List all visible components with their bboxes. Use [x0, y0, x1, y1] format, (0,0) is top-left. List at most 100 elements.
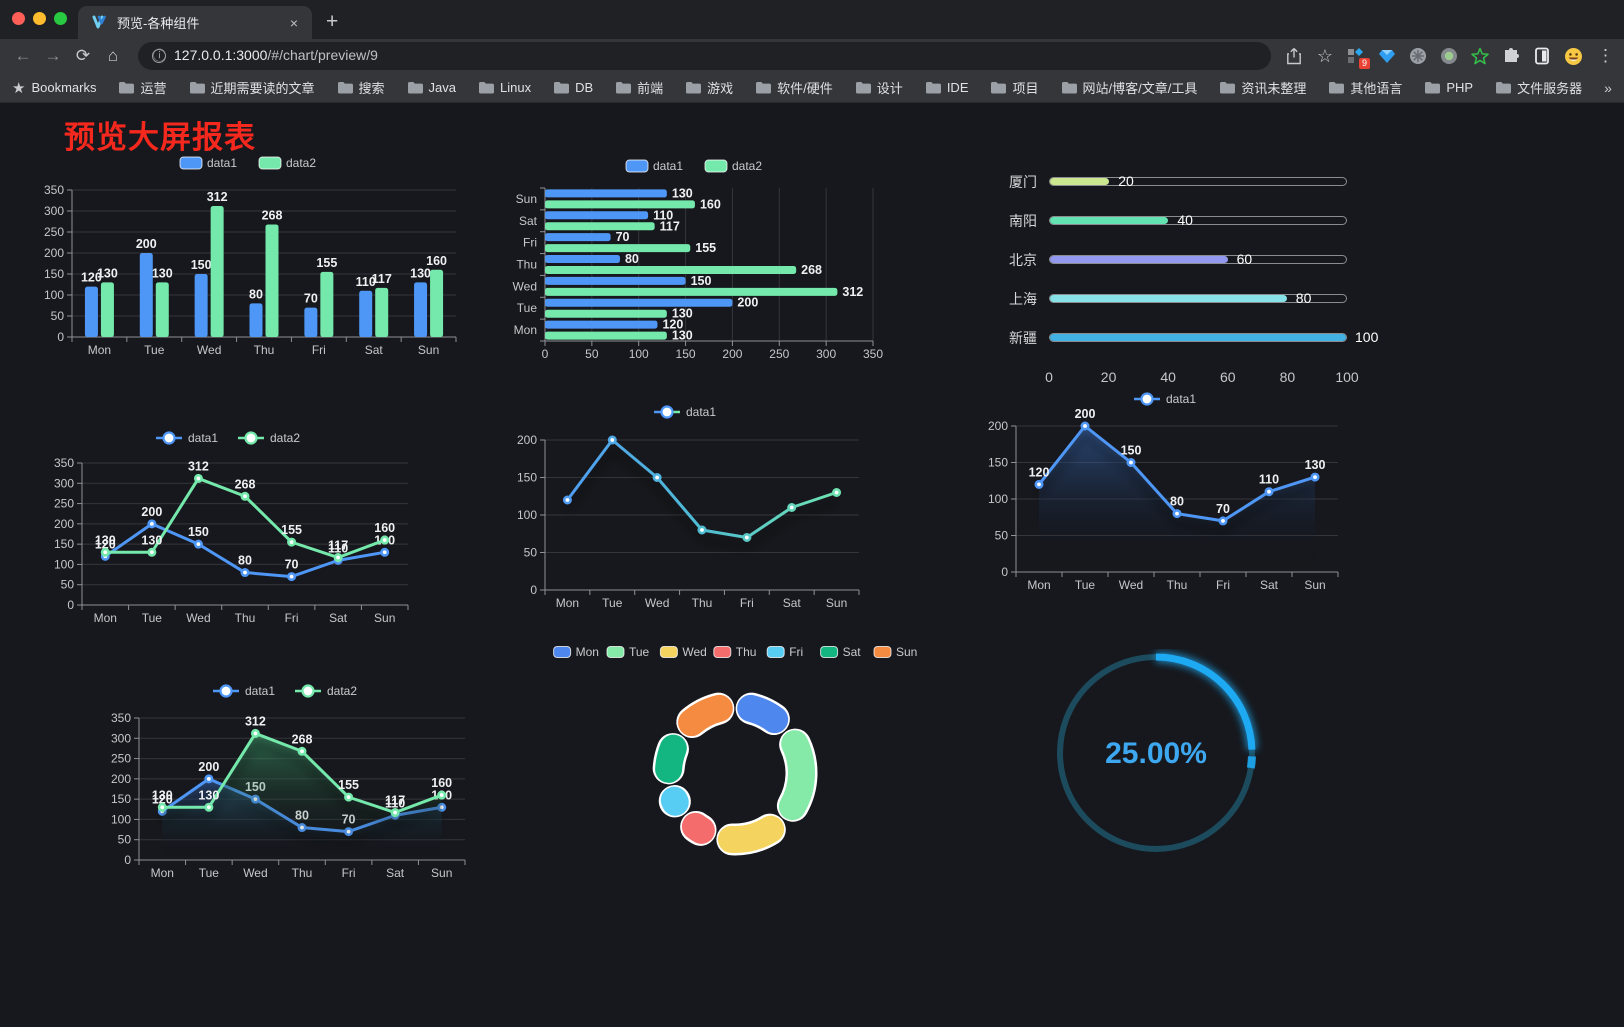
svg-text:Mon: Mon: [556, 596, 579, 610]
extension-gem-icon[interactable]: [1376, 45, 1398, 67]
svg-text:250: 250: [44, 225, 64, 239]
tab-close-icon[interactable]: ×: [289, 14, 298, 31]
c5-svg[interactable]: data1 0 50 100 150 200 Mon Tue Wed Thu Fri Sat Sun: [503, 400, 871, 612]
progress-track: 40: [1049, 212, 1347, 228]
bookmark-folder-list: 运营 近期需要读的文章 搜索 Java Linux DB 前端 游戏 软件/硬件 设计 IDE 项目 网…: [118, 78, 1604, 97]
svg-text:0: 0: [67, 598, 74, 612]
site-info-icon[interactable]: ⓘ: [152, 48, 167, 63]
svg-text:Mon: Mon: [514, 323, 537, 337]
progress-bar-chart[interactable]: 厦门 20 南阳 40 北京 60 上海 80 新疆 100 0 20 40 60 80…: [995, 160, 1378, 385]
bookmark-star-icon[interactable]: ☆: [1316, 45, 1334, 66]
c7-svg[interactable]: data1 data2 0 50 100 150 200 250 300 350 Mon Tue Wed…: [103, 678, 471, 890]
browser-menu-icon[interactable]: ⋮: [1597, 46, 1614, 65]
extensions-puzzle-icon[interactable]: [1500, 45, 1522, 67]
bookmark-folder[interactable]: 网站/博客/文章/工具: [1061, 78, 1197, 97]
bookmark-folder[interactable]: 设计: [855, 78, 903, 97]
bookmark-folder[interactable]: PHP: [1424, 80, 1473, 95]
bookmark-folder[interactable]: 近期需要读的文章: [189, 78, 315, 97]
gradient-line-chart[interactable]: data1 0 50 100 150 200 Mon Tue Wed Thu Fri Sat Sun: [503, 400, 871, 612]
bookmark-folder[interactable]: 搜索: [337, 78, 385, 97]
progress-value: 60: [1236, 251, 1253, 267]
close-window-button[interactable]: [12, 12, 25, 25]
horizontal-bar-chart[interactable]: data1 data2 0 50 100 150 200 250 300 350 Sun 130 160…: [505, 155, 887, 367]
c1-svg[interactable]: data1 data2 0 50 100 150 200 250 300 350 Mon Tue Wed…: [36, 148, 464, 366]
svg-text:Tue: Tue: [144, 343, 165, 357]
area-line-chart[interactable]: data1 0 50 100 150 200 Mon Tue Wed Thu Fri Sat Sun 12…: [986, 390, 1348, 600]
svg-text:Fri: Fri: [1216, 578, 1230, 592]
svg-text:Mon: Mon: [151, 866, 174, 880]
new-tab-button[interactable]: +: [326, 10, 339, 33]
svg-text:data1: data1: [245, 684, 275, 698]
bookmark-folder[interactable]: 资讯未整理: [1219, 78, 1306, 97]
c2-svg[interactable]: data1 data2 0 50 100 150 200 250 300 350 Sun 130 160…: [505, 155, 887, 367]
back-icon[interactable]: ←: [14, 46, 32, 65]
extension-wheel-icon[interactable]: [1407, 45, 1429, 67]
svg-text:250: 250: [54, 497, 74, 511]
svg-text:data1: data1: [207, 156, 237, 170]
folder-icon: [925, 82, 941, 94]
svg-text:200: 200: [517, 433, 537, 447]
svg-text:155: 155: [316, 256, 337, 270]
grouped-bar-chart[interactable]: data1 data2 0 50 100 150 200 250 300 350 Mon Tue Wed…: [36, 148, 464, 366]
bookmarks-root[interactable]: ★ Bookmarks: [12, 79, 96, 97]
bookmark-folder[interactable]: Java: [407, 80, 456, 95]
svg-text:300: 300: [111, 731, 131, 745]
bookmark-folder[interactable]: 运营: [118, 78, 167, 97]
folder-icon: [616, 82, 632, 94]
bookmark-folder[interactable]: 其他语言: [1328, 78, 1402, 97]
c4-svg[interactable]: data1 data2 0 50 100 150 200 250 300 350 Mon Tue Wed…: [46, 425, 414, 637]
svg-text:50: 50: [524, 546, 538, 560]
svg-text:0: 0: [57, 330, 64, 344]
svg-text:117: 117: [372, 272, 392, 286]
bookmark-folder[interactable]: IDE: [925, 80, 968, 95]
c6-svg[interactable]: data1 0 50 100 150 200 Mon Tue Wed Thu Fri Sat Sun 12…: [986, 390, 1348, 600]
minimize-window-button[interactable]: [33, 12, 46, 25]
progress-fill: [1050, 217, 1169, 224]
extension-star-icon[interactable]: [1469, 45, 1491, 67]
bookmark-folder[interactable]: Linux: [478, 80, 531, 95]
svg-text:Tue: Tue: [199, 866, 220, 880]
svg-text:268: 268: [292, 732, 313, 746]
extension-emoji-icon[interactable]: [1562, 45, 1584, 67]
donut-chart[interactable]: Mon Tue Wed Thu Fri Sat Sun: [548, 640, 922, 898]
device-toolbar-icon[interactable]: [1531, 45, 1553, 67]
svg-text:200: 200: [722, 347, 742, 361]
bookmark-folder[interactable]: 游戏: [685, 78, 733, 97]
c9-svg[interactable]: 25.00%: [1048, 649, 1264, 861]
svg-text:250: 250: [769, 347, 789, 361]
c8-svg[interactable]: Mon Tue Wed Thu Fri Sat Sun: [548, 640, 922, 898]
bookmark-folder[interactable]: 项目: [990, 78, 1039, 97]
svg-text:312: 312: [207, 190, 228, 204]
extension-record-icon[interactable]: [1438, 45, 1460, 67]
bookmark-folder[interactable]: DB: [553, 80, 593, 95]
svg-text:268: 268: [262, 208, 283, 222]
svg-text:Sat: Sat: [386, 866, 405, 880]
svg-text:Sat: Sat: [783, 596, 802, 610]
bookmark-folder[interactable]: 软件/硬件: [755, 78, 833, 97]
bookmark-folder[interactable]: 文件服务器: [1495, 78, 1582, 97]
svg-text:120: 120: [81, 271, 102, 285]
share-icon[interactable]: [1283, 45, 1305, 67]
multi-line-chart[interactable]: data1 data2 0 50 100 150 200 250 300 350 Mon Tue Wed…: [46, 425, 414, 637]
svg-text:0: 0: [542, 347, 549, 361]
extension-blocker-icon[interactable]: 9: [1345, 45, 1370, 69]
multi-area-chart[interactable]: data1 data2 0 50 100 150 200 250 300 350 Mon Tue Wed…: [103, 678, 471, 890]
browser-tab[interactable]: 预览-各种组件 ×: [78, 6, 312, 39]
svg-text:Wed: Wed: [682, 645, 706, 659]
svg-text:200: 200: [737, 296, 758, 310]
address-bar[interactable]: ⓘ 127.0.0.1:3000/#/chart/preview/9: [138, 42, 1271, 70]
zoom-window-button[interactable]: [54, 12, 67, 25]
svg-text:130: 130: [1305, 458, 1326, 472]
gauge-chart[interactable]: 25.00%: [1048, 649, 1264, 861]
forward-icon[interactable]: →: [44, 46, 62, 65]
bookmarks-overflow-chevron[interactable]: »: [1604, 79, 1612, 96]
browser-toolbar: ← → ⟳ ⌂ ⓘ 127.0.0.1:3000/#/chart/preview…: [0, 39, 1624, 73]
svg-text:100: 100: [988, 492, 1008, 506]
svg-text:Wed: Wed: [645, 596, 669, 610]
home-icon[interactable]: ⌂: [107, 46, 119, 65]
reload-icon[interactable]: ⟳: [75, 46, 91, 65]
bookmark-folder[interactable]: 前端: [615, 78, 663, 97]
svg-text:Sun: Sun: [418, 343, 439, 357]
svg-text:Thu: Thu: [254, 343, 275, 357]
svg-text:120: 120: [95, 537, 116, 551]
